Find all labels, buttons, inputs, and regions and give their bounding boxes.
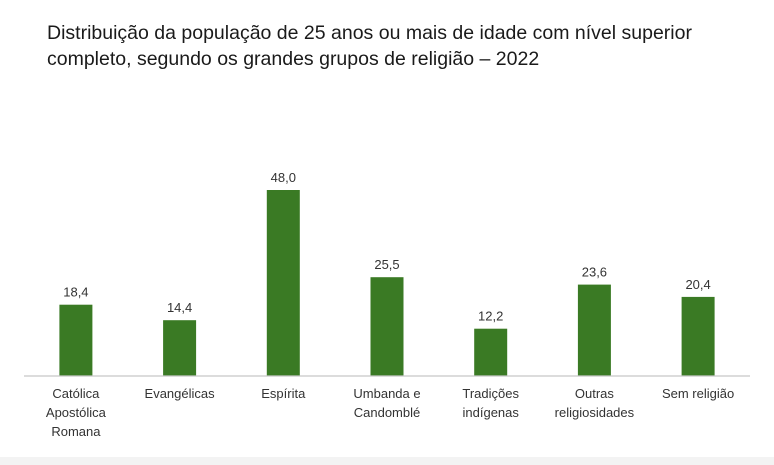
value-label-1: 14,4 [167, 300, 192, 315]
bar-2 [266, 190, 300, 376]
value-label-6: 20,4 [685, 277, 710, 292]
category-label-5: Outras religiosidades [555, 386, 635, 420]
bar-4 [474, 328, 508, 376]
category-label-line: religiosidades [555, 405, 635, 420]
value-label-0: 18,4 [63, 285, 88, 300]
category-label-2: Espírita [261, 386, 306, 401]
chart-title: Distribuição da população de 25 anos ou … [47, 22, 692, 70]
category-label-line: Tradições [462, 386, 519, 401]
category-label-4: Tradições indígenas [462, 386, 519, 420]
value-label-3: 25,5 [374, 257, 399, 272]
bar-5 [577, 284, 611, 377]
value-label-2: 48,0 [271, 170, 296, 185]
category-label-1: Evangélicas [145, 386, 216, 401]
category-label-line: Católica [52, 386, 100, 401]
category-label-line: Evangélicas [145, 386, 216, 401]
bar-0 [59, 304, 93, 376]
category-label-line: Umbanda e [353, 386, 420, 401]
bar-3 [370, 277, 404, 376]
bar-1 [163, 320, 197, 376]
bar-6 [681, 296, 715, 376]
category-label-line: Espírita [261, 386, 306, 401]
category-label-0: Católica Apostólica Romana [46, 386, 107, 439]
category-label-line: Candomblé [354, 405, 421, 420]
category-label-line: Romana [51, 424, 101, 439]
category-label-line: indígenas [463, 405, 520, 420]
category-label-line: Outras [575, 386, 615, 401]
bars-group [59, 190, 715, 377]
category-label-3: Umbanda e Candomblé [353, 386, 420, 420]
value-label-5: 23,6 [582, 265, 607, 280]
category-label-6: Sem religião [662, 386, 734, 401]
category-label-line: Apostólica [46, 405, 107, 420]
bottom-strip [0, 457, 774, 465]
value-label-4: 12,2 [478, 309, 503, 324]
category-label-line: Sem religião [662, 386, 734, 401]
value-labels-group: 18,4 14,4 48,0 25,5 12,2 23,6 20,4 [63, 170, 711, 324]
category-labels-group: Católica Apostólica Romana Evangélicas Espír… [46, 386, 734, 439]
